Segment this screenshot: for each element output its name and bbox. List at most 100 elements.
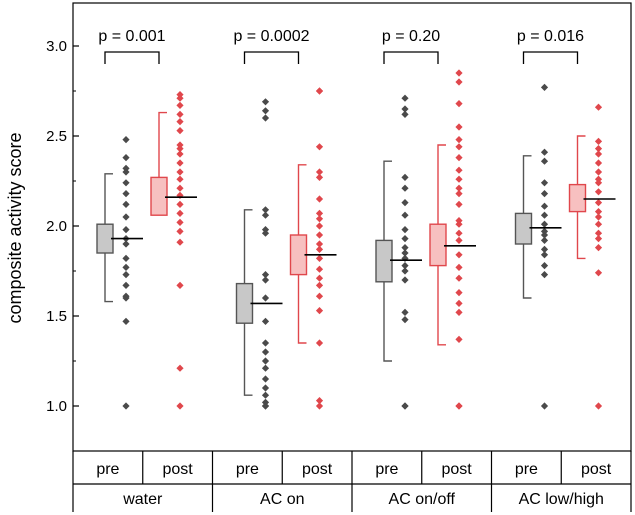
pre-label: pre — [96, 461, 119, 478]
pre-data-point — [261, 206, 270, 214]
post-data-point — [594, 208, 603, 216]
pre-data-point — [122, 263, 130, 271]
post-data-point — [455, 190, 463, 198]
pre-data-point — [540, 83, 549, 91]
pre-data-point — [261, 402, 270, 410]
post-data-point — [176, 118, 184, 126]
post-data-point — [594, 159, 603, 167]
pre-data-point — [540, 245, 549, 253]
post-data-point — [594, 220, 603, 228]
post-data-point — [455, 100, 463, 108]
y-tick-label: 1.5 — [46, 308, 67, 325]
pre-data-point — [401, 308, 409, 316]
y-tick-label: 1.0 — [46, 398, 67, 415]
post-data-point — [455, 335, 463, 343]
group-ac-on-off: p = 0.20 — [375, 28, 476, 410]
pre-data-point — [540, 251, 549, 259]
post-box — [568, 183, 587, 213]
post-data-point — [455, 263, 463, 271]
post-data-point — [176, 218, 184, 226]
post-data-point — [594, 145, 603, 153]
post-data-point — [176, 110, 184, 118]
post-data-point — [315, 173, 324, 181]
pre-data-point — [261, 276, 270, 284]
post-data-point — [455, 251, 463, 259]
pre-data-point — [122, 213, 130, 221]
pre-data-point — [401, 94, 409, 102]
post-data-point — [315, 222, 324, 230]
significance-bracket — [243, 51, 300, 64]
post-data-point — [176, 94, 184, 102]
post-box — [150, 176, 168, 216]
pre-data-point — [122, 200, 130, 208]
pre-data-point — [540, 148, 549, 156]
post-data-point — [594, 213, 603, 221]
pre-data-point — [261, 364, 270, 372]
post-data-point — [455, 299, 463, 307]
pre-data-point — [122, 402, 130, 410]
pre-data-point — [122, 226, 130, 234]
p-value-label: p = 0.20 — [382, 28, 440, 45]
post-data-point — [176, 175, 184, 183]
pre-box — [514, 212, 533, 245]
post-data-point — [315, 215, 324, 223]
post-data-point — [315, 254, 324, 262]
pre-data-point — [401, 173, 409, 181]
group-label: water — [122, 491, 163, 508]
post-data-point — [315, 87, 324, 95]
group-ac-on: p = 0.0002 — [233, 28, 337, 410]
post-data-point — [455, 184, 463, 192]
post-box — [429, 223, 447, 267]
post-data-point — [315, 274, 324, 282]
significance-bracket — [522, 51, 579, 64]
y-tick-label: 3.0 — [46, 38, 67, 55]
pre-label: pre — [236, 461, 259, 478]
pre-data-point — [401, 105, 409, 113]
pre-data-point — [540, 211, 549, 219]
pre-data-point — [540, 190, 549, 198]
p-value-label: p = 0.016 — [517, 28, 584, 45]
post-data-point — [315, 265, 324, 273]
pre-box — [235, 282, 254, 324]
post-data-point — [176, 145, 184, 153]
pre-data-point — [401, 199, 409, 207]
post-data-point — [455, 166, 463, 174]
post-data-point — [176, 364, 184, 372]
pre-data-point — [261, 98, 270, 106]
pre-data-point — [401, 249, 409, 257]
post-data-point — [594, 137, 603, 145]
significance-bracket — [383, 51, 439, 64]
significance-bracket — [104, 51, 160, 64]
post-data-point — [594, 244, 603, 252]
post-data-point — [594, 103, 603, 111]
post-data-point — [455, 78, 463, 86]
post-data-point — [315, 143, 324, 151]
pre-data-point — [261, 375, 270, 383]
pre-label: pre — [375, 461, 398, 478]
pre-data-point — [401, 402, 409, 410]
pre-data-point — [401, 235, 409, 243]
post-data-point — [594, 188, 603, 196]
post-data-point — [455, 220, 463, 228]
pre-data-point — [261, 391, 270, 399]
post-data-point — [315, 240, 324, 248]
post-data-point — [455, 236, 463, 244]
post-data-point — [176, 184, 184, 192]
post-data-point — [594, 179, 603, 187]
pre-data-point — [261, 339, 270, 347]
pre-data-point — [261, 114, 270, 122]
post-data-point — [594, 402, 603, 410]
post-data-point — [455, 308, 463, 316]
pre-data-point — [540, 179, 549, 187]
post-data-point — [176, 281, 184, 289]
post-data-point — [315, 281, 324, 289]
pre-data-point — [540, 271, 549, 279]
post-data-point — [594, 168, 603, 176]
post-data-point — [176, 127, 184, 135]
pre-data-point — [401, 262, 409, 270]
post-data-point — [455, 123, 463, 131]
pre-data-point — [401, 226, 409, 234]
y-axis: 1.0 1.5 2.0 2.5 3.0 — [46, 38, 79, 415]
